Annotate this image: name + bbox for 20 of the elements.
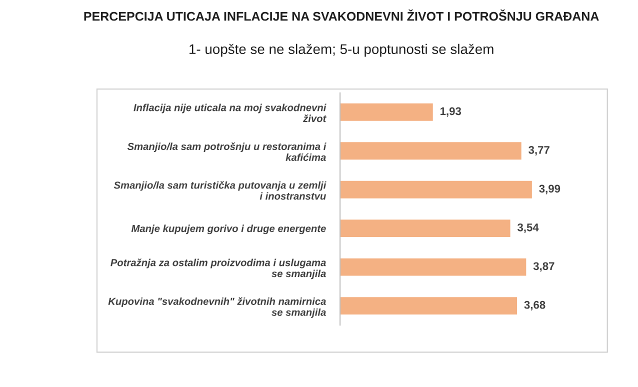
bar bbox=[340, 142, 522, 160]
data-label: 3,54 bbox=[517, 223, 539, 233]
chart-subtitle: 1- uopšte se ne slažem; 5-u poptunosti se slažem bbox=[190, 44, 494, 57]
bar bbox=[340, 220, 510, 238]
y-tick-label: Kupovina "svakodnevnih" životnih namirnica se smanjila bbox=[108, 297, 326, 318]
y-tick-label: Smanjio/la sam potrošnju u restoranima i kafićima bbox=[127, 142, 326, 161]
chart-title: PERCEPCIJA UTICAJA INFLACIJE NA SVAKODNEVNI ŽIVOT I POTROŠNJU GRAĐANA bbox=[84, 9, 599, 21]
data-label: 3,77 bbox=[528, 146, 550, 156]
bar bbox=[340, 103, 433, 121]
data-label: 1,93 bbox=[440, 107, 462, 117]
data-label: 3,87 bbox=[533, 262, 554, 272]
data-label: 3,99 bbox=[539, 184, 560, 194]
y-tick-label: Manje kupujem gorivo i druge energente bbox=[131, 224, 326, 234]
y-tick-label: Inflacija nije uticala na moj svakodnevni život bbox=[134, 104, 327, 122]
y-tick-label: Potražnja za ostalim proizvodima i uslugama se smanjila bbox=[110, 258, 326, 280]
y-tick-label: Smanjio/la sam turistička putovanja u zemlji i inostranstvu bbox=[114, 181, 326, 200]
data-label: 3,68 bbox=[524, 300, 546, 310]
bar bbox=[340, 180, 532, 198]
bar bbox=[340, 258, 526, 276]
bar bbox=[340, 297, 518, 315]
